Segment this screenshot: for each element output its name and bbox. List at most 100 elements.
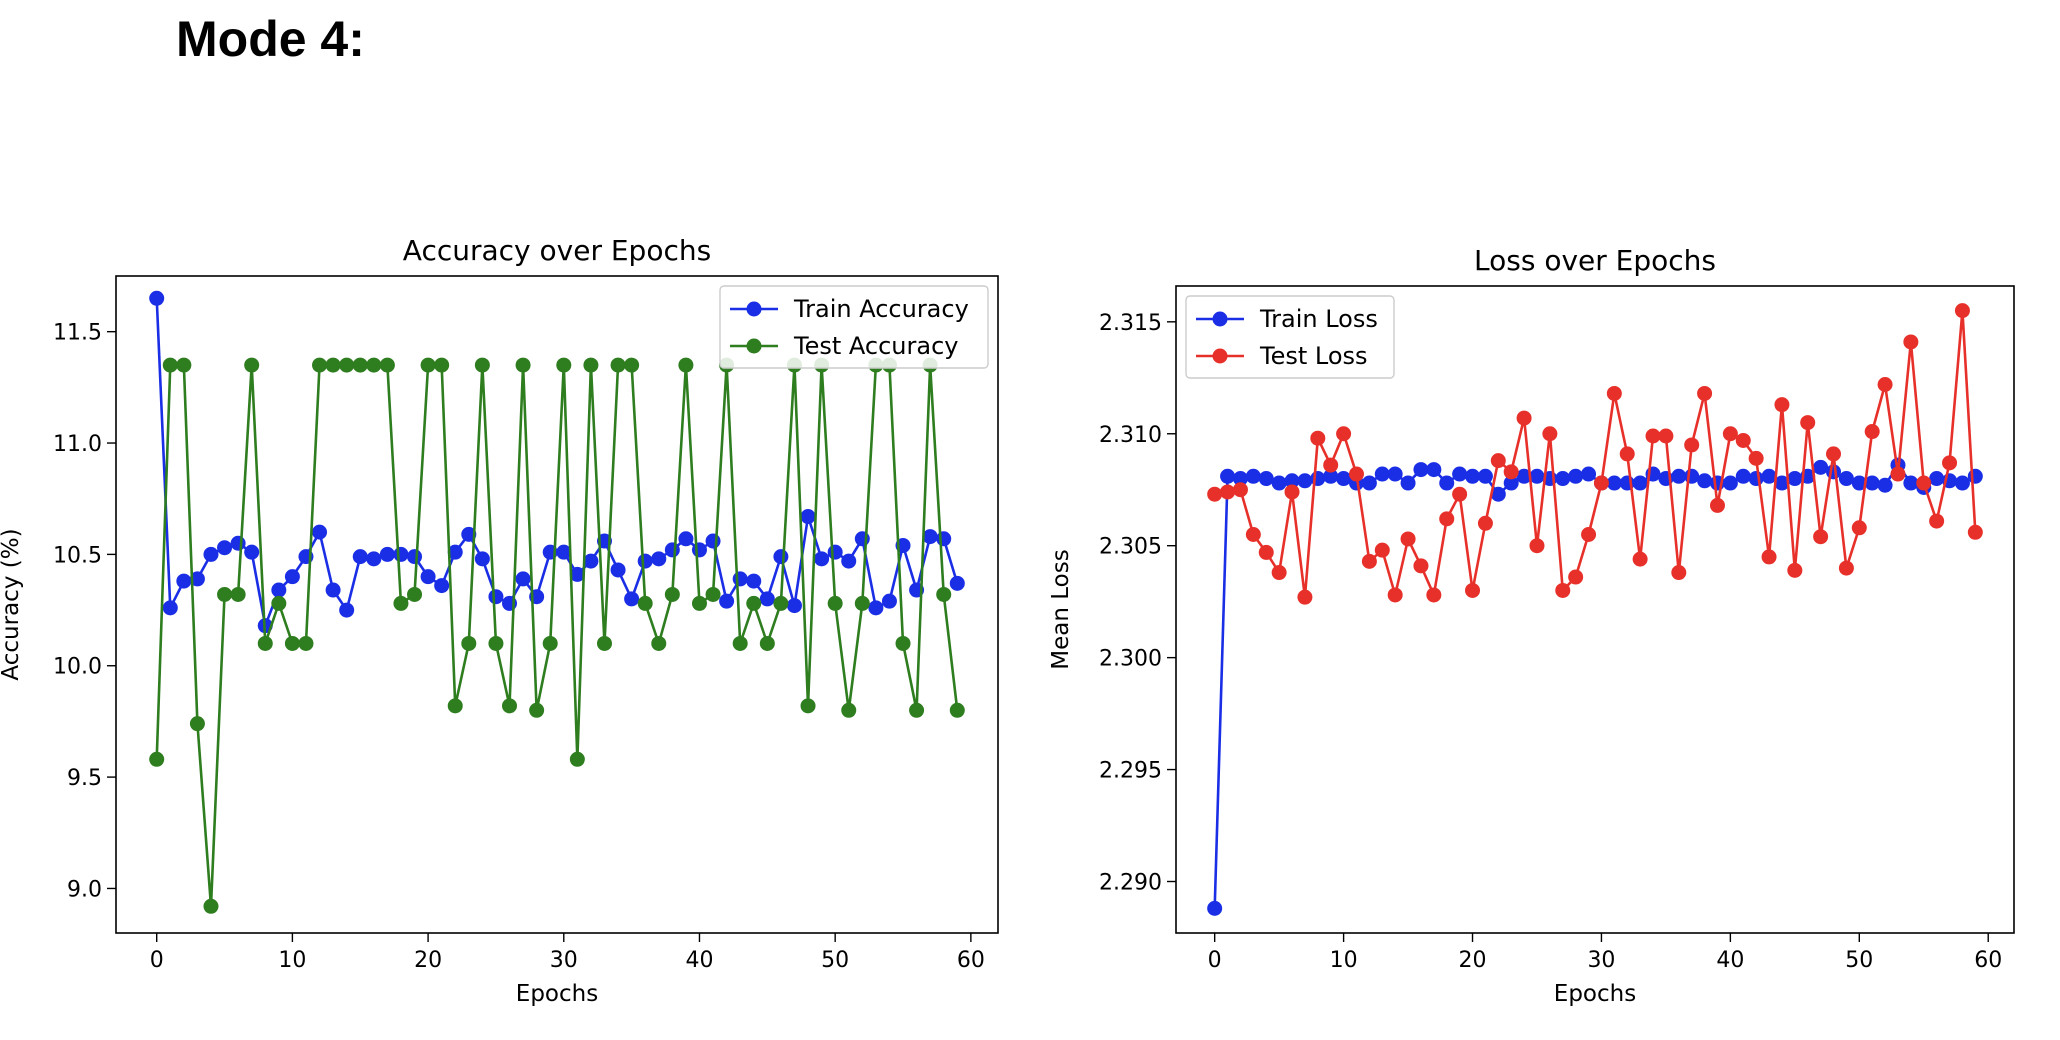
data-point — [474, 551, 490, 567]
y-tick-label: 2.295 — [1099, 759, 1162, 784]
data-point — [1361, 475, 1377, 491]
page-title: Mode 4: — [176, 11, 365, 67]
data-point — [393, 546, 409, 562]
data-point — [339, 357, 355, 373]
data-point — [1555, 582, 1571, 598]
data-point — [1954, 303, 1970, 319]
data-point — [1258, 471, 1274, 487]
legend: Train Accuracy Test Accuracy — [719, 285, 989, 369]
data-point — [1671, 468, 1687, 484]
data-point — [189, 716, 205, 732]
x-axis-label: Epochs — [516, 981, 598, 1007]
data-point — [1606, 385, 1622, 401]
data-point — [1864, 424, 1880, 440]
data-point — [746, 595, 762, 611]
data-point — [705, 533, 721, 549]
data-point — [366, 551, 382, 567]
data-point — [1465, 582, 1481, 598]
series-test-loss — [1207, 303, 1983, 605]
series-test-accuracy — [149, 357, 965, 914]
y-tick-label: 11.0 — [53, 432, 102, 457]
data-point — [1336, 471, 1352, 487]
data-point — [1581, 466, 1597, 482]
data-point — [1722, 475, 1738, 491]
data-point — [1336, 426, 1352, 442]
x-tick-label: 60 — [1974, 948, 2002, 973]
data-point — [1929, 513, 1945, 529]
data-point — [936, 531, 952, 547]
data-point — [488, 589, 504, 605]
data-point — [1903, 475, 1919, 491]
data-point — [556, 357, 572, 373]
data-point — [284, 635, 300, 651]
data-point — [393, 595, 409, 611]
data-point — [339, 602, 355, 618]
data-point — [420, 357, 436, 373]
data-point — [1967, 524, 1983, 540]
data-point — [203, 546, 219, 562]
legend-box — [1185, 295, 1395, 379]
data-point — [1581, 527, 1597, 543]
data-point — [1813, 529, 1829, 545]
data-point — [773, 549, 789, 565]
data-point — [1477, 468, 1493, 484]
data-point — [569, 566, 585, 582]
data-point — [1658, 428, 1674, 444]
data-point — [502, 698, 518, 714]
legend-box — [719, 285, 989, 369]
data-point — [1697, 473, 1713, 489]
data-point — [1542, 426, 1558, 442]
data-point — [1413, 558, 1429, 574]
data-point — [379, 546, 395, 562]
chart-title: Accuracy over Epochs — [403, 234, 711, 267]
data-point — [1632, 551, 1648, 567]
data-point — [678, 357, 694, 373]
data-point — [1503, 464, 1519, 480]
data-point — [746, 573, 762, 589]
data-point — [1452, 486, 1468, 502]
data-point — [827, 595, 843, 611]
data-point — [1387, 466, 1403, 482]
data-point — [217, 586, 233, 602]
data-point — [1348, 466, 1364, 482]
data-point — [1426, 462, 1442, 478]
data-point — [1748, 450, 1764, 466]
data-point — [556, 544, 572, 560]
data-point — [1374, 466, 1390, 482]
data-point — [732, 635, 748, 651]
legend-label: Test Accuracy — [793, 332, 958, 360]
data-point — [447, 544, 463, 560]
data-point — [854, 595, 870, 611]
data-point — [149, 751, 165, 767]
data-point — [176, 573, 192, 589]
data-point — [1619, 446, 1635, 462]
data-point — [352, 357, 368, 373]
data-point — [1413, 462, 1429, 478]
data-point — [1787, 471, 1803, 487]
data-point — [1258, 544, 1274, 560]
data-point — [230, 586, 246, 602]
data-point — [1477, 515, 1493, 531]
data-point — [1323, 457, 1339, 473]
data-point — [678, 531, 694, 547]
data-point — [189, 571, 205, 587]
data-point — [1735, 432, 1751, 448]
data-point — [420, 569, 436, 585]
data-point — [1851, 475, 1867, 491]
data-point — [1516, 410, 1532, 426]
legend-label: Test Loss — [1259, 342, 1368, 370]
data-point — [1374, 542, 1390, 558]
data-point — [814, 551, 830, 567]
x-tick-label: 20 — [1459, 948, 1487, 973]
data-point — [257, 635, 273, 651]
data-point — [461, 635, 477, 651]
data-point — [488, 635, 504, 651]
y-tick-label: 2.310 — [1099, 423, 1162, 448]
data-point — [949, 575, 965, 591]
data-point — [1813, 459, 1829, 475]
data-point — [1439, 475, 1455, 491]
data-point — [841, 702, 857, 718]
data-point — [461, 526, 477, 542]
data-point — [610, 357, 626, 373]
